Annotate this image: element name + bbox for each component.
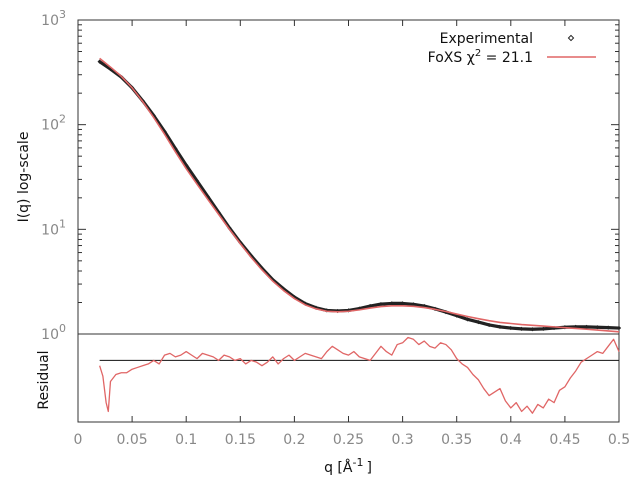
experimental-point	[606, 325, 611, 330]
x-tick-label: 0.4	[500, 432, 522, 448]
x-tick-label: 0.35	[441, 432, 472, 448]
experimental-point	[400, 301, 405, 306]
upper-plot-frame	[77, 19, 620, 335]
y-axis-ticks: 103 102 101 100	[41, 8, 619, 343]
experimental-point	[378, 301, 384, 307]
x-tick-label: 0.5	[608, 432, 630, 448]
x-tick-label: 0.15	[225, 432, 256, 448]
y-tick-label: 102	[41, 113, 66, 134]
experimental-point	[595, 325, 600, 330]
x-tick-label: 0.45	[549, 432, 580, 448]
y-tick-label: 100	[41, 322, 66, 343]
experimental-point	[541, 326, 546, 331]
x-tick-label: 0.3	[391, 432, 413, 448]
legend-label-foxs: FoXS χ2 = 21.1	[428, 48, 533, 66]
legend: Experimental FoXS χ2 = 21.1	[428, 31, 596, 66]
experimental-point	[497, 324, 503, 329]
legend-label-experimental: Experimental	[440, 31, 533, 47]
x-tick-label: 0.05	[117, 432, 148, 448]
experimental-point	[584, 324, 589, 329]
x-tick-label: 0.2	[283, 432, 305, 448]
y-axis-label-intensity: I(q) log-scale	[16, 132, 32, 223]
experimental-point	[487, 322, 492, 328]
x-axis-ticks: 0 0.05 0.1 0.15 0.2 0.25 0.3 0.35 0.4 0.45 0.5	[74, 20, 630, 448]
experimental-point	[530, 327, 535, 332]
x-axis-label-main: q [Å	[324, 459, 353, 476]
experimental-point	[519, 326, 524, 331]
series-residual	[99, 336, 620, 414]
x-tick-label: 0	[74, 432, 83, 448]
experimental-point	[476, 319, 481, 325]
y-tick-label: 103	[41, 8, 66, 29]
legend-label-foxs-exp: 2	[475, 48, 481, 59]
y-axis-label-residual: Residual	[36, 350, 52, 409]
x-tick-label: 0.1	[175, 432, 197, 448]
x-axis-label: q [Å-1]	[324, 456, 372, 476]
legend-label-foxs-main: FoXS χ	[428, 50, 475, 66]
x-tick-label: 0.25	[333, 432, 364, 448]
legend-label-foxs-value: = 21.1	[481, 50, 533, 66]
experimental-point	[97, 59, 102, 64]
legend-marker-experimental	[567, 34, 575, 42]
experimental-point	[389, 301, 394, 306]
lower-plot-frame	[77, 333, 620, 423]
series-experimental	[98, 60, 620, 331]
experimental-point	[616, 325, 622, 331]
legend-point-glyph	[567, 34, 575, 42]
lower-series-layer	[99, 336, 620, 414]
experimental-point	[411, 302, 416, 307]
upper-series-layer	[97, 57, 622, 333]
x-axis-label-close: ]	[366, 460, 371, 476]
experimental-point	[508, 325, 513, 331]
experimental-point	[465, 317, 470, 322]
x-axis-label-exp: -1	[352, 456, 363, 469]
series-foxs-fit	[99, 57, 620, 333]
y-tick-label: 101	[41, 217, 66, 238]
